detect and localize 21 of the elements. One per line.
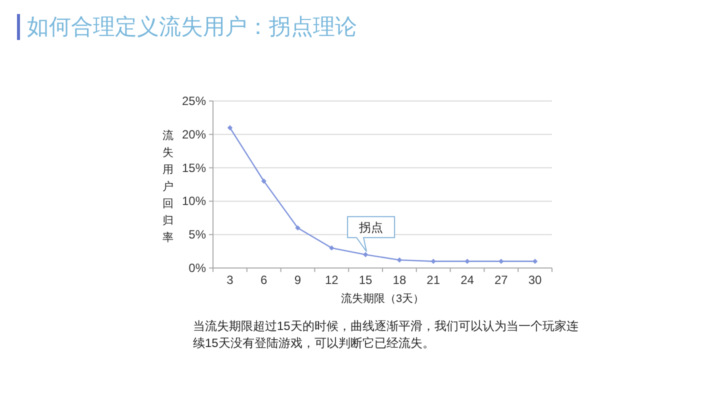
xtick-label: 12 [324,273,338,287]
ylabel: 流失用户回归率 [162,128,174,246]
title: 如何合理定义流失用户：拐点理论 [17,14,357,40]
ytick-label: 20% [182,127,206,142]
callout-text: 拐点 [359,220,384,235]
xtick-label: 24 [460,273,474,287]
ytick-label: 15% [182,160,206,175]
xtick-label: 3 [226,273,234,287]
xtick-label: 18 [392,273,406,287]
xtick-label: 9 [294,273,302,287]
xtick-label: 21 [426,273,440,287]
xtick-label: 30 [528,273,542,287]
xtick-label: 6 [260,273,268,287]
ytick-label: 5% [188,228,206,242]
annotation: 当流失期限超过15天的时候，曲线逐渐平滑，我们可以认为当一个玩家连续15天没有登陆游戏，可以判断它已经流失。 [193,318,580,352]
xlabel: 流失期限（3天） [340,293,424,305]
ytick-label: 10% [182,194,206,208]
xtick-label: 15 [358,273,372,287]
xtick-label: 27 [494,273,508,287]
ytick-label: 0% [188,261,206,275]
ytick-label: 25% [182,94,206,108]
